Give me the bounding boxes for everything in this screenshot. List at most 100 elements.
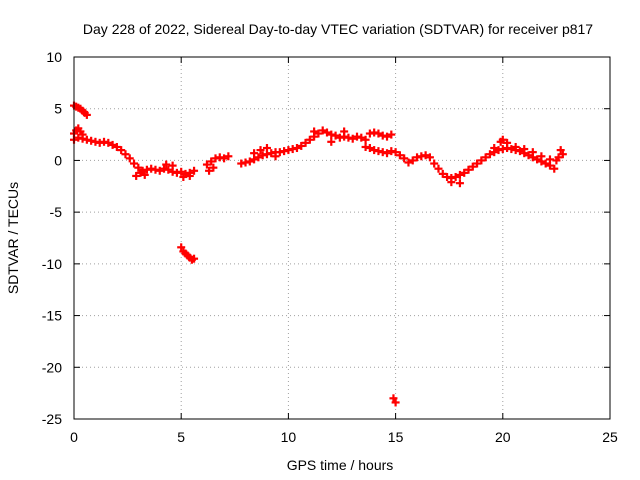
data-point	[383, 149, 392, 158]
x-tick-label: 5	[177, 429, 185, 445]
axis-ticks	[73, 56, 611, 420]
data-point	[383, 132, 392, 141]
x-tick-label: 10	[281, 429, 297, 445]
data-point	[524, 151, 533, 160]
y-tick-label: 0	[54, 152, 62, 168]
y-axis-label: SDTVAR / TECUs	[5, 182, 21, 294]
data-point	[400, 154, 409, 163]
x-tick-label: 15	[388, 429, 404, 445]
data-point	[112, 142, 121, 151]
data-point	[262, 144, 271, 153]
data-point	[550, 164, 559, 173]
data-point	[421, 151, 430, 160]
data-points	[70, 101, 567, 407]
data-point	[455, 170, 464, 179]
data-point	[297, 141, 306, 150]
data-point	[503, 138, 512, 147]
x-tick-label: 20	[495, 429, 511, 445]
data-point	[528, 148, 537, 157]
data-point	[132, 171, 141, 180]
data-point	[155, 166, 164, 175]
gridlines	[74, 57, 610, 419]
data-point	[301, 138, 310, 147]
data-point	[250, 149, 259, 158]
y-tick-label: -25	[42, 411, 62, 427]
data-point	[318, 126, 327, 135]
data-point	[425, 153, 434, 162]
plot-frame	[73, 56, 611, 420]
data-point	[271, 152, 280, 161]
data-point	[117, 146, 126, 155]
data-point	[541, 159, 550, 168]
data-point	[473, 159, 482, 168]
data-point	[387, 130, 396, 139]
x-tick-label: 25	[602, 429, 618, 445]
data-point	[108, 140, 117, 149]
data-point	[395, 151, 404, 160]
data-point	[391, 148, 400, 157]
data-point	[498, 135, 507, 144]
chart-title: Day 228 of 2022, Sidereal Day-to-day VTE…	[83, 21, 593, 37]
data-point	[447, 178, 456, 187]
data-point	[136, 168, 145, 177]
data-point	[408, 156, 417, 165]
y-tick-label: -15	[42, 308, 62, 324]
data-point	[340, 127, 349, 136]
data-point	[322, 128, 331, 137]
data-point	[511, 142, 520, 151]
data-point	[190, 166, 199, 175]
data-point	[207, 157, 216, 166]
x-axis-label: GPS time / hours	[287, 457, 394, 473]
data-point	[520, 145, 529, 154]
data-point	[365, 144, 374, 153]
data-point	[164, 165, 173, 174]
y-tick-label: -10	[42, 256, 62, 272]
data-point	[464, 165, 473, 174]
data-point	[361, 135, 370, 144]
data-point	[477, 156, 486, 165]
data-point	[305, 135, 314, 144]
data-point	[190, 254, 199, 263]
data-point	[391, 398, 400, 407]
y-tick-label: 5	[54, 101, 62, 117]
data-point	[438, 169, 447, 178]
data-point	[404, 158, 413, 167]
x-tick-label: 0	[70, 429, 78, 445]
data-point	[82, 110, 91, 119]
data-point	[245, 157, 254, 166]
data-point	[389, 394, 398, 403]
data-point	[455, 179, 464, 188]
data-point	[374, 129, 383, 138]
data-point	[224, 152, 233, 161]
y-tick-label: -5	[50, 204, 63, 220]
tick-labels: 0 5 10 15 20 25 -25 -20 -15 -10 -5 0 5 10	[42, 49, 618, 445]
data-point	[460, 168, 469, 177]
data-point	[130, 159, 139, 168]
data-point	[140, 170, 149, 179]
data-point	[451, 172, 460, 181]
data-point	[256, 146, 265, 155]
data-point	[177, 167, 186, 176]
data-point	[481, 153, 490, 162]
data-point	[348, 134, 357, 143]
data-point	[556, 146, 565, 155]
data-point	[515, 147, 524, 156]
data-point	[537, 152, 546, 161]
data-point	[121, 150, 130, 159]
data-point	[357, 133, 366, 142]
data-point	[168, 161, 177, 170]
y-tick-label: 10	[46, 49, 62, 65]
data-point	[205, 166, 214, 175]
data-point	[125, 154, 134, 163]
data-point	[177, 243, 186, 252]
data-point	[209, 163, 218, 172]
data-point	[552, 156, 561, 165]
data-point	[185, 171, 194, 180]
data-point	[430, 159, 439, 168]
data-point	[220, 154, 229, 163]
data-point	[104, 138, 113, 147]
data-point	[485, 150, 494, 159]
data-point	[310, 127, 319, 136]
data-point	[331, 131, 340, 140]
